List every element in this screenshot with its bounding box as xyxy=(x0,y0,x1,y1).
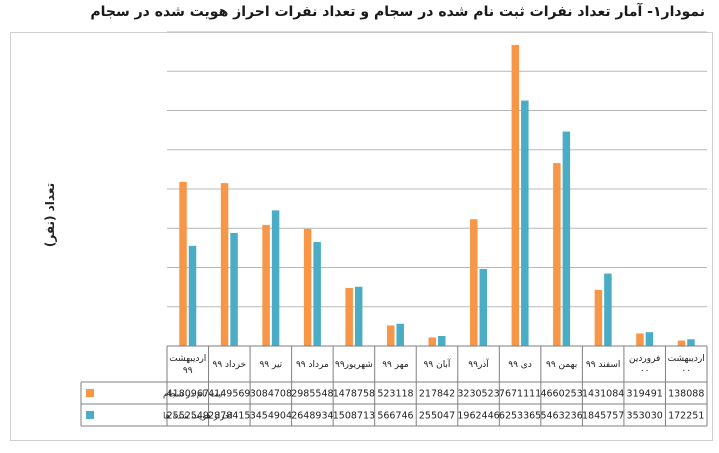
bar-series-2 xyxy=(230,233,238,346)
bar-series-1 xyxy=(345,287,353,346)
x-tick-label-line: ۰۰ xyxy=(681,366,691,376)
bar-series-1 xyxy=(636,333,644,346)
x-tick-label-line: ۹۹ xyxy=(183,366,193,376)
bar-series-1 xyxy=(428,337,436,346)
legend-swatch-1 xyxy=(86,389,94,397)
bar-series-1 xyxy=(303,228,312,346)
data-label: 217842 xyxy=(419,389,455,400)
x-tick-label: آبان ۹۹ xyxy=(424,358,451,370)
data-label: 523118 xyxy=(377,389,413,400)
data-label: 1431084 xyxy=(582,389,624,400)
data-label: 3230523 xyxy=(457,389,499,400)
bar-series-2 xyxy=(271,210,280,346)
bar-series-2 xyxy=(188,245,197,346)
bar-series-2 xyxy=(645,332,654,346)
x-tick-label: مهر ۹۹ xyxy=(382,360,409,370)
data-label: 2985548 xyxy=(291,389,333,400)
data-label: 5463236 xyxy=(540,411,582,422)
data-label: 4149569 xyxy=(208,389,250,400)
bar-series-2 xyxy=(438,335,446,346)
bar-series-1 xyxy=(220,183,229,346)
data-label: 1962446 xyxy=(457,411,499,422)
x-tick-label-line: اردیبهشت xyxy=(169,354,206,364)
data-label: 566746 xyxy=(377,411,413,422)
data-label: 138088 xyxy=(668,389,704,400)
data-label: 1508713 xyxy=(333,411,375,422)
data-label: 2648934 xyxy=(291,411,333,422)
bar-series-1 xyxy=(470,219,478,346)
data-label: 4660253 xyxy=(540,389,582,400)
x-tick-label: مرداد ۹۹ xyxy=(296,360,329,370)
bar-series-1 xyxy=(677,340,686,346)
bar-series-1 xyxy=(594,289,603,346)
data-label: 7671111 xyxy=(499,389,541,400)
bar-series-2 xyxy=(396,323,404,346)
bar-series-2 xyxy=(479,268,488,346)
data-label: 2552549 xyxy=(167,411,209,422)
data-label: 6253365 xyxy=(499,411,541,422)
bar-series-2 xyxy=(354,286,363,346)
data-label: 4180967 xyxy=(167,389,209,400)
legend-swatch-2 xyxy=(86,411,94,419)
data-label: 1845757 xyxy=(582,411,624,422)
data-label: 3454904 xyxy=(250,411,292,422)
x-tick-label: تیر ۹۹ xyxy=(259,360,282,370)
x-tick-label: فروردین ۰۰ xyxy=(629,354,660,376)
x-tick-label: اردیبهشت ۰۰ xyxy=(668,354,705,376)
bar-series-1 xyxy=(262,224,270,346)
bar-series-2 xyxy=(604,273,612,346)
data-label: 353030 xyxy=(627,411,663,422)
bar-series-2 xyxy=(521,100,529,346)
x-tick-label: بهمن ۹۹ xyxy=(546,360,577,370)
x-tick-label: شهریور۹۹ xyxy=(335,360,373,370)
data-label: 172251 xyxy=(668,411,704,422)
data-label: 1478758 xyxy=(333,389,375,400)
data-label: 3084708 xyxy=(250,389,292,400)
data-label: 2878415 xyxy=(208,411,250,422)
x-tick-label: اسفند ۹۹ xyxy=(586,360,621,370)
x-tick-label-line: اردیبهشت xyxy=(668,354,705,364)
x-tick-label-line: ۰۰ xyxy=(640,366,650,376)
x-tick-label: آذر۹۹ xyxy=(468,358,489,370)
bar-series-1 xyxy=(511,44,520,346)
bar-series-1 xyxy=(386,325,395,346)
x-tick-label: اردیبهشت ۹۹ xyxy=(169,354,206,376)
bar-series-2 xyxy=(687,339,695,346)
x-tick-label: دی ۹۹ xyxy=(508,360,532,370)
bar-series-2 xyxy=(562,131,571,346)
chart-title: نمودار۱- آمار تعداد نفرات ثبت نام شده در… xyxy=(90,4,705,20)
data-label: 255047 xyxy=(419,411,455,422)
x-tick-label-line: فروردین xyxy=(629,354,660,364)
legend-entry-1: ثبت نام در سجام xyxy=(163,390,224,400)
bar-series-2 xyxy=(313,242,321,346)
bar-series-1 xyxy=(553,163,561,346)
x-tick-label: خرداد ۹۹ xyxy=(213,360,247,370)
bar-series-1 xyxy=(179,181,187,346)
data-label: 319491 xyxy=(627,389,663,400)
legend-entry-2: احراز هویت شده ها xyxy=(163,412,233,422)
